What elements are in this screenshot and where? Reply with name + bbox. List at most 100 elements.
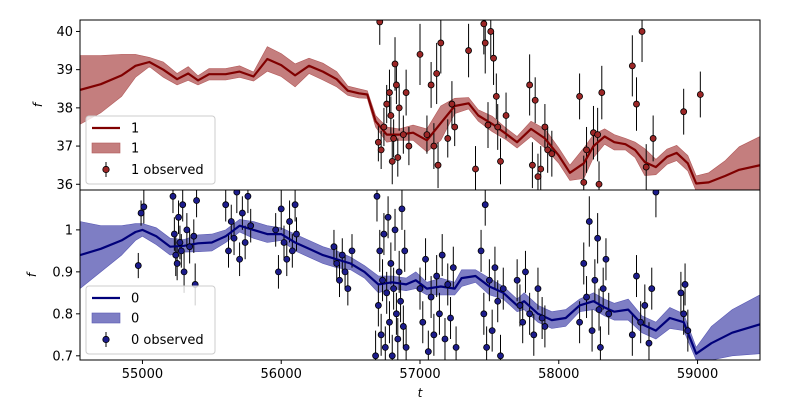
top-observed-point [395,104,403,112]
bottom-observed-point [595,306,603,314]
top-observed-point [481,39,489,47]
bottom-observed-point [173,260,181,267]
top-observed-point [583,146,590,154]
bottom-observed-point [134,262,142,269]
bottom-observed-point [419,318,427,326]
top-observed-point [497,157,504,165]
top-observed-point [490,54,497,62]
bottom-observed-point [452,344,460,351]
top-observed-point [399,131,407,139]
top-ytick-label: 37 [56,140,73,155]
bottom-observed-point [177,247,185,255]
bottom-observed-point [190,232,198,240]
bottom-observed-point [444,281,452,288]
bottom-legend-line-label: 0 [131,292,139,307]
top-panel: 36 37 38 39 40 f [31,19,761,193]
bottom-observed-point [526,310,534,318]
top-observed-point [383,100,391,108]
bottom-observed-point [680,310,688,318]
bottom-observed-point [605,310,613,318]
bottom-observed-point [513,276,521,284]
bottom-observed-point [233,190,241,196]
top-observed-point [534,173,542,181]
bottom-ytick-label: 1 [65,223,73,238]
bottom-observed-point [424,348,432,356]
bottom-observed-point [480,310,488,318]
bottom-observed-point [594,234,602,242]
top-observed-point [448,100,456,108]
bottom-observed-point [398,205,406,213]
top-observed-point [595,180,603,188]
bottom-observed-point [519,318,527,326]
top-observed-point [380,123,388,131]
bottom-observed-point [641,302,649,309]
bottom-observed-point [291,201,299,209]
bottom-observed-point [541,323,549,330]
bottom-observed-point [591,276,599,284]
bottom-observed-point [225,247,232,255]
bottom-observed-point [179,201,187,209]
bottom-xtick-layer: 55000 56000 57000 58000 59000 [122,360,718,382]
top-observed-point [430,142,438,150]
top-observed-point [434,161,442,169]
bottom-observed-point [447,314,454,322]
top-observed-point [444,135,452,142]
bottom-observed-point [330,243,338,251]
bottom-observed-point [393,310,400,318]
top-observed-point [680,108,688,116]
bottom-observed-point [580,260,588,267]
top-ytick-label: 39 [56,63,73,78]
bottom-observed-point [422,255,429,263]
bottom-observed-point [379,276,386,284]
top-observed-point [487,28,495,35]
bottom-observed-point [449,264,457,272]
bottom-observed-point [175,213,182,221]
top-observed-point [374,138,382,146]
top-observed-point [576,93,583,100]
bottom-observed-point [637,318,645,326]
top-ytick-label: 36 [56,178,73,193]
top-observed-point [386,89,393,96]
bottom-observed-point [186,243,194,251]
bottom-ytick-label: 0.7 [52,349,73,364]
bottom-observed-point [397,297,404,305]
top-observed-point [598,89,606,96]
bottom-xtick-label: 55000 [122,367,163,382]
bottom-xlabel: t [418,386,424,400]
top-legend-point-swatch [102,165,110,174]
top-legend-observed-label: 1 observed [131,163,204,178]
bottom-observed-point [193,197,200,204]
bottom-legend-point-swatch [102,335,110,344]
bottom-observed-point [633,272,640,280]
bottom-observed-point [416,285,424,293]
top-observed-point [480,20,488,28]
bottom-legend-band-swatch [91,312,121,324]
bottom-ytick-layer: 0.7 0.8 0.9 1 [52,223,80,364]
bottom-observed-point [538,314,546,322]
bottom-observed-point [293,230,300,238]
top-observed-point [405,142,413,150]
bottom-panel: 0.7 0.8 0.9 1 55000 56000 57000 58000 59000 f t [25,189,761,400]
bottom-observed-point [485,276,493,284]
bottom-observed-point [483,344,491,351]
bottom-observed-point [288,247,296,255]
bottom-observed-point [241,239,249,246]
top-ylabel: f [31,101,45,107]
bottom-observed-point [172,251,180,259]
bottom-observed-point [338,251,346,259]
bottom-observed-point [628,331,636,339]
top-observed-point [388,157,396,165]
bottom-observed-point [530,331,538,339]
bottom-observed-point [583,293,590,301]
top-model-line [80,57,760,185]
bottom-observed-point [497,352,504,360]
bottom-observed-point [602,255,610,263]
bottom-observed-point [283,255,291,263]
bottom-observed-point [433,272,441,280]
bottom-legend: 0 0 0 observed [85,285,216,355]
top-legend-line-label: 1 [131,122,139,137]
top-observed-point [494,123,502,131]
top-observed-point [484,121,492,129]
bottom-observed-point [374,302,382,309]
bottom-observed-point [588,327,596,335]
